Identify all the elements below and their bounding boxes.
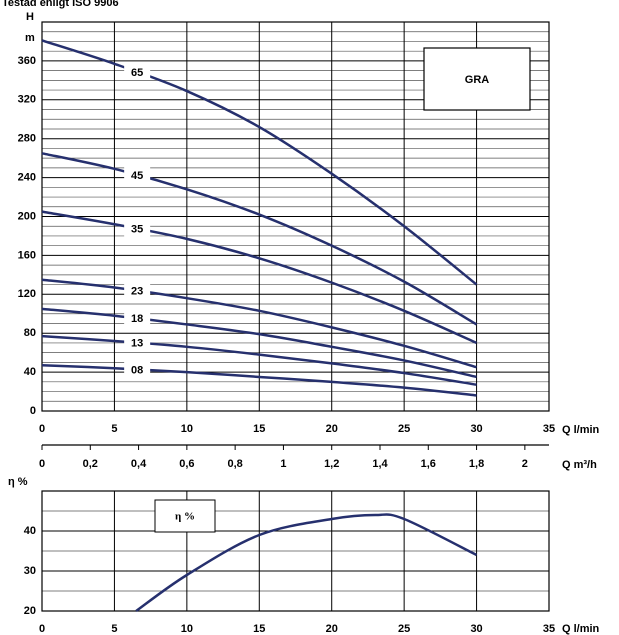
curve-label: 18 [131,313,143,325]
x-tick-label: 10 [181,423,193,435]
y-tick-label: 320 [18,94,36,106]
curve-label: 08 [131,364,143,376]
curve-label-bg [124,63,151,80]
x-tick-label: 20 [326,623,338,635]
chart-title: Testad enligt ISO 9906 [2,0,119,9]
x-tick-label: 0 [39,423,45,435]
x2-tick-label: 2 [522,458,528,470]
x2-tick-label: 1,2 [324,458,339,470]
curve [41,210,478,345]
x-tick-label: 10 [181,623,193,635]
curve [41,334,477,386]
y-tick-label: 40 [24,525,36,537]
curve-label-bg [124,361,151,378]
legend-label: η % [175,511,195,523]
y-tick-label: 160 [18,249,36,261]
curve-label-bg [124,220,151,237]
x-tick-label: 15 [253,623,265,635]
x2-tick-label: 0,2 [83,458,98,470]
y-axis-label: H [26,11,34,23]
y-axis-unit: m [25,32,35,44]
x2-tick-label: 1 [280,458,286,470]
x-tick-label: 30 [470,423,482,435]
curve-label-bg [124,282,151,299]
x-axis-label: Q l/min [562,424,600,436]
curve-label-bg [124,166,151,183]
x-tick-label: 5 [111,623,117,635]
y-tick-label: 20 [24,605,36,617]
y-tick-label: 360 [18,55,36,67]
x-tick-label: 0 [39,623,45,635]
curve-label: 65 [131,67,143,79]
y-tick-label: 200 [18,210,36,222]
y-tick-label: 30 [24,565,36,577]
y-tick-label: 40 [24,366,36,378]
x-axis-label: Q l/min [562,623,600,635]
curve-label: 23 [131,286,143,298]
x-tick-label: 35 [543,623,555,635]
x2-tick-label: 1,6 [421,458,436,470]
curve [41,278,477,369]
x-tick-label: 30 [470,623,482,635]
annotation: GRA [465,74,490,86]
plot-frame [41,21,550,412]
x2-tick-label: 0,8 [227,458,242,470]
curve-label-bg [124,334,151,351]
y-tick-label: 240 [18,172,36,184]
x-tick-label: 15 [253,423,265,435]
curve [41,39,478,286]
y-tick-label: 280 [18,133,36,145]
curve [41,364,477,397]
y-tick-label: 120 [18,288,36,300]
x2-tick-label: 0,6 [179,458,194,470]
y-axis-label: η % [8,476,28,488]
x2-tick-label: 0 [39,458,45,470]
legend-box [154,499,216,533]
x-tick-label: 5 [111,423,117,435]
curve-label: 13 [131,338,143,350]
x-tick-label: 25 [398,623,410,635]
curve [135,513,478,613]
plot-frame [41,490,550,612]
y-tick-label: 0 [30,405,36,417]
y-tick-label: 80 [24,327,36,339]
annotation-box [423,47,531,111]
x2-tick-label: 0,4 [131,458,147,470]
x2-axis-label: Q m³/h [562,459,597,471]
x-tick-label: 20 [326,423,338,435]
x2-tick-label: 1,4 [372,458,388,470]
x-tick-label: 25 [398,423,410,435]
curve [41,152,478,326]
x-tick-label: 35 [543,423,555,435]
curve-label: 45 [131,170,143,182]
curve-label: 35 [131,224,143,236]
x2-tick-label: 1,8 [469,458,484,470]
curve-label-bg [124,310,151,327]
curve [41,307,477,379]
